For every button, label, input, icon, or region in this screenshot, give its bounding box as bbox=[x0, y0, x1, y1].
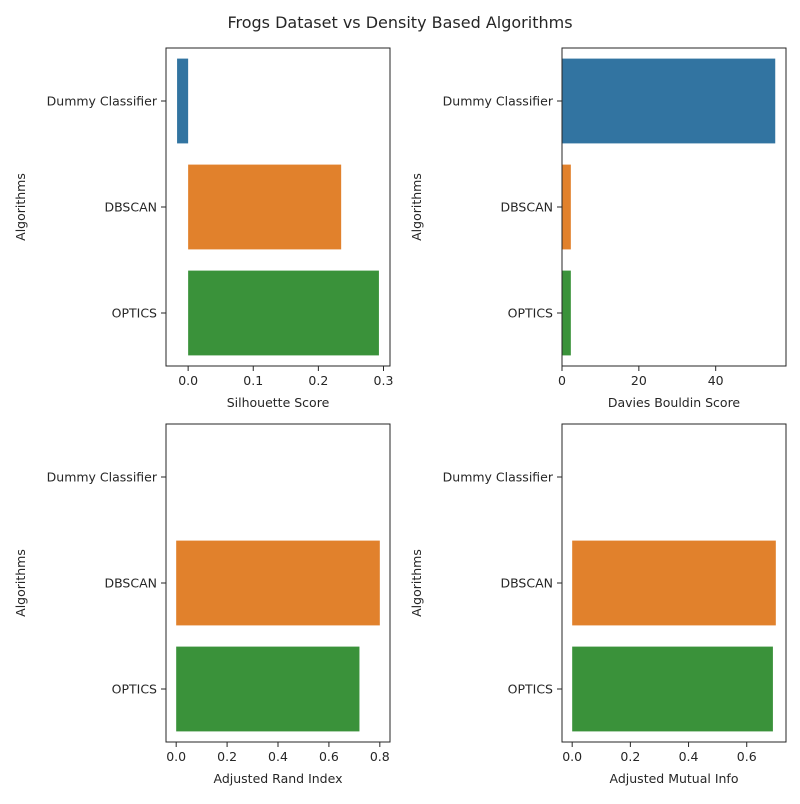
y-tick-label: OPTICS bbox=[508, 306, 553, 321]
bar-optics bbox=[572, 646, 773, 732]
bar-dummy-classifier bbox=[562, 58, 776, 144]
figure-title: Frogs Dataset vs Density Based Algorithm… bbox=[227, 13, 572, 32]
y-tick-label: DBSCAN bbox=[500, 576, 553, 591]
y-tick-label: OPTICS bbox=[112, 682, 157, 697]
bar-dbscan bbox=[176, 540, 380, 626]
x-tick-label: 0.2 bbox=[217, 749, 237, 764]
axes-frame bbox=[561, 423, 787, 743]
y-axis-label: Algorithms bbox=[13, 173, 28, 241]
x-tick-label: 0.0 bbox=[562, 749, 582, 764]
bar-optics bbox=[176, 646, 360, 732]
x-tick-label: 0.1 bbox=[243, 373, 263, 388]
x-tick-label: 0.2 bbox=[308, 373, 328, 388]
y-tick-label: Dummy Classifier bbox=[47, 470, 158, 485]
bar-optics bbox=[188, 270, 379, 356]
y-tick-label: Dummy Classifier bbox=[443, 94, 554, 109]
subplot-1: Dummy Classifier DBSCAN OPTICS 0.0 0.1 0.2 0.3… bbox=[13, 47, 394, 410]
x-axis-label: Davies Bouldin Score bbox=[608, 395, 741, 410]
bar-dbscan bbox=[572, 540, 776, 626]
x-tick-label: 0.3 bbox=[374, 373, 394, 388]
subplot-4: Dummy Classifier DBSCAN OPTICS 0.0 0.2 0.4 0.6… bbox=[409, 423, 787, 786]
y-tick-label: Dummy Classifier bbox=[443, 470, 554, 485]
bar-optics bbox=[562, 270, 571, 356]
y-axis-label: Algorithms bbox=[13, 549, 28, 617]
x-tick-label: 0.2 bbox=[620, 749, 640, 764]
x-tick-label: 0.8 bbox=[370, 749, 390, 764]
x-tick-label: 0.0 bbox=[166, 749, 186, 764]
y-axis-label: Algorithms bbox=[409, 173, 424, 241]
x-tick-label: 0.6 bbox=[737, 749, 757, 764]
subplot-2: Dummy Classifier DBSCAN OPTICS 0 20 40 Davies … bbox=[409, 47, 787, 410]
x-axis-label: Adjusted Mutual Info bbox=[610, 771, 739, 786]
axes-frame bbox=[165, 47, 391, 367]
x-axis-label: Silhouette Score bbox=[227, 395, 330, 410]
subplot-3: Dummy Classifier DBSCAN OPTICS 0.0 0.2 0.4 0.6… bbox=[13, 423, 391, 786]
y-tick-label: DBSCAN bbox=[104, 576, 157, 591]
x-axis-label: Adjusted Rand Index bbox=[214, 771, 343, 786]
x-tick-label: 20 bbox=[631, 373, 647, 388]
bar-dummy-classifier bbox=[177, 58, 189, 144]
axes-frame bbox=[561, 47, 787, 367]
x-tick-label: 0.0 bbox=[178, 373, 198, 388]
bar-dbscan bbox=[562, 164, 571, 250]
x-tick-label: 0.4 bbox=[268, 749, 288, 764]
y-tick-label: OPTICS bbox=[112, 306, 157, 321]
x-tick-label: 0.4 bbox=[679, 749, 699, 764]
y-tick-label: Dummy Classifier bbox=[47, 94, 158, 109]
x-tick-label: 40 bbox=[708, 373, 724, 388]
bar-dbscan bbox=[188, 164, 342, 250]
y-tick-label: DBSCAN bbox=[500, 200, 553, 215]
x-tick-label: 0.6 bbox=[319, 749, 339, 764]
y-tick-label: OPTICS bbox=[508, 682, 553, 697]
y-tick-label: DBSCAN bbox=[104, 200, 157, 215]
x-tick-label: 0 bbox=[558, 373, 566, 388]
y-axis-label: Algorithms bbox=[409, 549, 424, 617]
